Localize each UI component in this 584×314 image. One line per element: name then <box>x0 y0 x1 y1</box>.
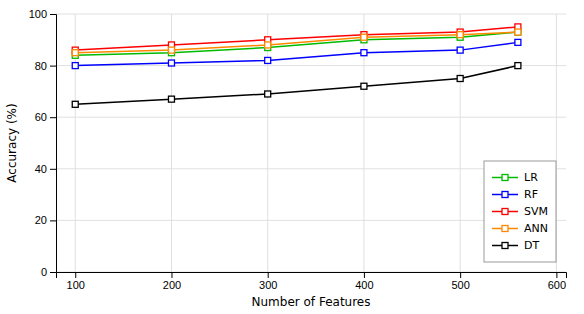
series-marker <box>72 101 78 107</box>
x-axis-tick: 300 <box>259 272 277 291</box>
y-axis-tick-mark <box>50 66 56 67</box>
y-axis-tick: 80 <box>35 60 56 72</box>
x-axis-tick-label: 300 <box>259 279 277 291</box>
y-axis-line <box>50 15 57 273</box>
series-marker <box>457 47 463 53</box>
series-marker <box>515 29 521 35</box>
series-marker <box>515 29 521 35</box>
legend-marker <box>502 226 508 232</box>
x-axis-title: Number of Features <box>252 295 371 309</box>
series-marker <box>265 57 271 63</box>
y-axis-tick-label: 80 <box>35 60 47 72</box>
y-axis-tick-mark <box>50 169 56 170</box>
legend-label: RF <box>524 188 538 201</box>
y-axis-tick: 60 <box>35 111 56 123</box>
chart: 100 200 300 400 500 600 0 20 40 60 80 100 Number of … <box>0 0 584 314</box>
series-line <box>75 27 518 50</box>
x-axis-tick-mark <box>556 272 557 278</box>
plot: 100 200 300 400 500 600 0 20 40 60 80 100 Number of … <box>5 8 567 309</box>
series-marker <box>361 83 367 89</box>
x-axis-line <box>57 273 567 279</box>
y-axis-tick: 40 <box>35 163 56 175</box>
y-axis-title: Accuracy (%) <box>5 103 19 182</box>
y-axis-tick-label: 20 <box>35 214 47 226</box>
legend: LR RF SVM ANN DT <box>484 161 556 262</box>
legend-marker <box>502 209 508 215</box>
x-axis-tick-mark <box>171 272 172 278</box>
y-axis-tick: 0 <box>41 266 56 278</box>
legend-label: DT <box>524 239 539 252</box>
y-axis-tick-label: 60 <box>35 111 47 123</box>
grid <box>56 14 566 272</box>
x-axis-tick: 200 <box>163 272 181 291</box>
y-axis-tick-label: 0 <box>41 266 47 278</box>
series-marker <box>457 32 463 38</box>
series-marker <box>361 34 367 40</box>
x-axis-tick-mark <box>268 272 269 278</box>
x-axis: 100 200 300 400 500 600 <box>57 272 567 291</box>
y-axis-tick-mark <box>50 220 56 221</box>
series-marker <box>515 39 521 45</box>
x-axis-tick: 600 <box>548 272 566 291</box>
x-axis-tick-mark <box>460 272 461 278</box>
series-line <box>75 66 518 105</box>
y-axis-tick-mark <box>50 117 56 118</box>
series-marker <box>457 76 463 82</box>
series-marker <box>265 91 271 97</box>
x-axis-tick: 100 <box>67 272 85 291</box>
y-grid-line <box>56 65 566 66</box>
y-grid-line <box>56 117 566 118</box>
legend-label: LR <box>524 171 538 184</box>
y-axis: 0 20 40 60 80 100 <box>29 8 57 278</box>
series-marker <box>72 63 78 69</box>
y-axis-tick-mark <box>50 272 56 273</box>
x-axis-tick-label: 200 <box>163 279 181 291</box>
y-axis-tick: 100 <box>29 8 56 20</box>
series-line <box>75 32 518 53</box>
y-grid-line <box>56 14 566 15</box>
series-marker <box>168 60 174 66</box>
x-axis-tick-label: 400 <box>355 279 373 291</box>
x-axis-tick-label: 600 <box>548 279 566 291</box>
y-axis-tick-mark <box>50 14 56 15</box>
legend-box <box>484 161 556 262</box>
y-axis-tick-label: 100 <box>29 8 47 20</box>
legend-label: SVM <box>524 205 548 218</box>
legend-marker <box>502 243 508 249</box>
x-grid-line <box>267 14 268 272</box>
legend-marker <box>502 192 508 198</box>
series-line <box>75 32 518 55</box>
x-axis-tick-label: 500 <box>451 279 469 291</box>
x-axis-tick-mark <box>75 272 76 278</box>
x-axis-tick: 500 <box>451 272 469 291</box>
x-axis-tick-label: 100 <box>67 279 85 291</box>
series-marker <box>168 96 174 102</box>
legend-marker <box>502 175 508 181</box>
y-axis-tick-label: 40 <box>35 163 47 175</box>
x-axis-tick: 400 <box>355 272 373 291</box>
series-marker <box>265 42 271 48</box>
legend-label: ANN <box>524 222 548 235</box>
series-marks <box>72 24 521 107</box>
series-marker <box>361 50 367 56</box>
x-axis-tick-mark <box>364 272 365 278</box>
y-axis-tick: 20 <box>35 214 56 226</box>
series-marker <box>72 50 78 56</box>
series-marker <box>168 47 174 53</box>
series-marker <box>515 63 521 69</box>
